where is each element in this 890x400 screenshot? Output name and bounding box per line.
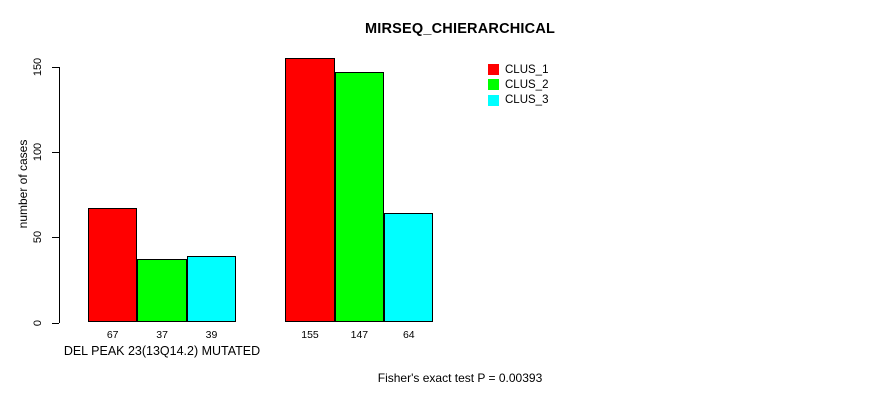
legend-item-label: CLUS_2 [505, 78, 549, 91]
x-axis-group-label: DEL PEAK 23(13Q14.2) MUTATED [63, 344, 261, 358]
bar-clus_3-group1 [186, 256, 237, 323]
y-axis-tick [52, 237, 59, 239]
bar-value-label: 147 [350, 329, 369, 341]
legend-item: CLUS_3 [488, 93, 548, 108]
y-axis-tick-label: 150 [32, 57, 44, 76]
legend-item: CLUS_2 [488, 77, 548, 92]
legend-item: CLUS_1 [488, 62, 548, 77]
chart-title: MIRSEQ_CHIERARCHICAL [364, 21, 556, 37]
y-axis-tick [52, 152, 59, 154]
bar-clus_1-group2 [285, 58, 335, 323]
legend-swatch-clus_3 [488, 94, 499, 106]
bar-value-label: 39 [205, 329, 218, 341]
bar-value-label: 64 [402, 329, 415, 341]
legend-item-label: CLUS_3 [505, 94, 549, 107]
legend: CLUS_1 CLUS_2 CLUS_3 [488, 62, 548, 108]
y-axis-tick [52, 322, 59, 324]
bar-clus_1-group1 [88, 208, 138, 323]
bar-value-label: 67 [106, 329, 119, 341]
legend-swatch-clus_1 [488, 64, 499, 76]
y-axis-tick-label: 0 [32, 319, 44, 326]
bar-value-label: 37 [156, 329, 168, 341]
legend-item-label: CLUS_1 [505, 63, 549, 76]
bar-clus_3-group2 [384, 213, 434, 323]
y-axis-line [59, 66, 60, 324]
bar-clus_2-group1 [137, 259, 187, 323]
y-axis-tick-label: 50 [32, 231, 44, 244]
fisher-test-annotation: Fisher's exact test P = 0.00393 [377, 371, 543, 385]
legend-swatch-clus_2 [488, 79, 499, 91]
y-axis-tick [52, 66, 59, 68]
bar-value-label: 155 [301, 329, 319, 341]
y-axis-tick-label: 100 [32, 142, 44, 162]
y-axis-label: number of cases [16, 139, 30, 229]
bar-clus_2-group2 [334, 71, 385, 323]
